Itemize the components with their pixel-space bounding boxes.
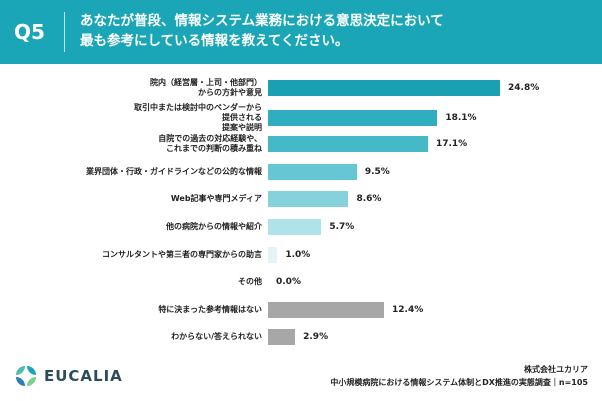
bar [268,219,322,235]
bar [268,302,384,318]
category-label-line: Web記事や専門メディア [170,194,262,203]
data-label: 18.1% [445,113,477,123]
category-label: 特に決まった参考情報はない [62,305,262,315]
category-label: 院内（経営層・上司・他部門） からの方針や意見 [62,78,262,98]
data-label: 24.8% [508,83,540,93]
category-label-line: 院内（経営層・上司・他部門） [150,78,262,87]
category-label-line: 特に決まった参考情報はない [158,305,262,314]
category-label: その他 [62,277,262,287]
category-label-line: 提供される [222,113,262,122]
eucalia-logo: EUCALIA [14,364,122,388]
category-label: Web記事や専門メディア [62,194,262,204]
data-label: 1.0% [285,250,311,260]
brand-name: EUCALIA [44,367,123,385]
category-label-line: わからない/答えられない [171,332,262,341]
data-label: 12.4% [392,305,424,315]
data-label: 8.6% [356,194,382,204]
survey-source: 中小規模病院における情報システム体制とDX推進の実態調査｜n=105 [330,378,588,387]
category-label-line: 業界団体・行政・ガイドラインなどの公的な情報 [86,167,262,176]
data-label: 5.7% [329,222,355,232]
category-label: 業界団体・行政・ガイドラインなどの公的な情報 [62,167,262,177]
category-label-line: コンサルタントや第三者の専門家からの助言 [102,250,262,259]
bar-chart: 院内（経営層・上司・他部門） からの方針や意見 24.8% 取引中または検討中のベンダ… [0,64,602,354]
category-label: 取引中または検討中のベンダーから 提供される 提案や説明 [62,103,262,133]
question-title-line-1: あなたが普段、情報システム業務における意思決定において [80,13,444,29]
bar [268,80,500,96]
data-label: 0.0% [276,277,301,287]
bar [268,110,438,126]
category-label-line: 提案や説明 [222,123,262,132]
company-name: 株式会社ユカリア [524,365,588,374]
category-label-line: 他の病院からの情報や紹介 [166,222,262,231]
category-label: 他の病院からの情報や紹介 [62,222,262,232]
eucalia-logo-icon [16,366,36,386]
bar [268,247,278,263]
category-label: コンサルタントや第三者の専門家からの助言 [62,250,262,260]
question-header: Q5 あなたが普段、情報システム業務における意思決定において 最も参考にしている… [0,0,602,64]
category-label-line: その他 [238,277,262,286]
category-label: 自院での過去の対応経験や、 これまでの判断の積み重ね [62,134,262,154]
category-label-line: 取引中または検討中のベンダーから [134,103,262,112]
data-label: 9.5% [364,167,390,177]
category-label-line: からの方針や意見 [198,88,262,97]
question-number: Q5 [14,20,45,44]
category-label: わからない/答えられない [62,332,262,342]
bar [268,136,428,152]
bar [268,191,349,207]
question-title: あなたが普段、情報システム業務における意思決定において 最も参考にしている情報を… [80,11,590,51]
header-divider [64,12,65,52]
bar [268,329,296,345]
data-label: 17.1% [435,139,468,149]
category-label-line: 自院での過去の対応経験や、 [158,134,262,143]
question-title-line-2: 最も参考にしている情報を教えてください。 [80,33,349,49]
bar [268,164,357,180]
category-label-line: これまでの判断の積み重ね [166,144,262,153]
data-label: 2.9% [303,332,329,342]
